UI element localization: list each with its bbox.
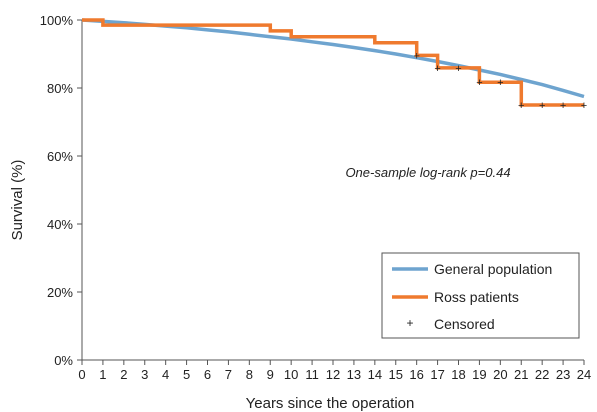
series-line-general-population — [81, 18, 585, 99]
y-tick-label: 40% — [47, 217, 73, 232]
x-axis-label: Years since the operation — [246, 395, 415, 412]
plot-area: 0%20%40%60%80%100% 0 1 2 3 4 5 6 7 8 9 10 11 12 13 14 1… — [40, 13, 591, 382]
x-tick-label: 6 — [204, 367, 211, 382]
y-tick-label: 0% — [54, 353, 73, 368]
y-tick-label: 100% — [40, 13, 74, 28]
censored-marker: + — [497, 77, 503, 89]
y-tick-label: 60% — [47, 149, 73, 164]
x-tick-label: 4 — [162, 367, 169, 382]
y-tick-label: 20% — [47, 285, 73, 300]
y-tick-label: 80% — [47, 81, 73, 96]
x-tick-label: 8 — [246, 367, 253, 382]
legend-label-censored: Censored — [434, 316, 495, 332]
x-tick-label: 2 — [120, 367, 127, 382]
censored-marker: + — [434, 63, 440, 75]
x-tick-label: 9 — [267, 367, 274, 382]
x-tick-label: 3 — [141, 367, 148, 382]
x-tick-label: 24 — [577, 367, 591, 382]
x-tick-label: 11 — [305, 367, 319, 382]
series-line-ross-patients — [82, 18, 584, 107]
censored-marker: + — [560, 100, 566, 112]
legend-marker-censored: + — [406, 316, 413, 330]
x-tick-label: 17 — [430, 367, 444, 382]
censored-marker: + — [476, 77, 482, 89]
x-tick-label: 20 — [493, 367, 507, 382]
y-axis-ticks: 0% 20% 40% 60% 80% 100% — [40, 13, 82, 368]
x-tick-label: 10 — [284, 367, 298, 382]
log-rank-annotation: One-sample log-rank p=0.44 — [345, 165, 510, 180]
y-axis-label: Survival (%) — [9, 160, 26, 241]
legend-label-ross-patients: Ross patients — [434, 289, 519, 305]
x-tick-label: 19 — [472, 367, 486, 382]
censored-marker: + — [455, 63, 461, 75]
x-tick-label: 13 — [347, 367, 361, 382]
x-tick-label: 16 — [409, 367, 423, 382]
x-tick-label: 23 — [556, 367, 570, 382]
x-tick-label: 1 — [99, 367, 106, 382]
x-tick-label: 18 — [451, 367, 465, 382]
censored-marker: + — [539, 100, 545, 112]
x-tick-label: 5 — [183, 367, 190, 382]
x-tick-label: 15 — [389, 367, 403, 382]
series-layer — [81, 18, 585, 107]
censored-marker: + — [581, 100, 587, 112]
x-tick-label: 22 — [535, 367, 549, 382]
x-tick-label: 14 — [368, 367, 382, 382]
x-tick-label: 7 — [225, 367, 232, 382]
censored-marker: + — [413, 50, 419, 62]
x-tick-label: 21 — [514, 367, 528, 382]
x-tick-label: 0 — [78, 367, 85, 382]
censored-markers: + + + + + + + + + — [413, 50, 587, 112]
legend: General population Ross patients + Censo… — [381, 252, 580, 339]
legend-label-general-population: General population — [434, 261, 552, 277]
censored-marker: + — [518, 100, 524, 112]
x-axis-ticks: 0 1 2 3 4 5 6 7 8 9 10 11 12 13 14 15 16 17 18 19 20 21 22 23 24 — [78, 360, 591, 382]
x-tick-label: 12 — [326, 367, 340, 382]
